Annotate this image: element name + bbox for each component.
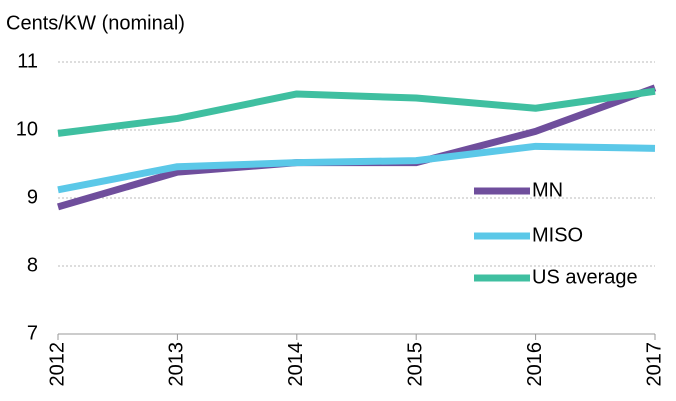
x-tick-label: 2016 <box>524 342 546 387</box>
y-axis-label: Cents/KW (nominal) <box>6 12 185 34</box>
y-tick-label: 9 <box>27 186 38 208</box>
legend-label: MN <box>532 179 563 201</box>
y-tick-label: 8 <box>27 254 38 276</box>
legend-label: MISO <box>532 224 583 246</box>
line-series <box>57 142 656 194</box>
line-series <box>57 87 656 137</box>
legend-label: US average <box>532 266 638 288</box>
x-tick-label: 2017 <box>643 342 665 387</box>
x-tick-label: 2014 <box>285 342 307 387</box>
x-tick-label: 2013 <box>166 342 188 387</box>
x-tick-label: 2015 <box>404 342 426 387</box>
y-tick-label: 10 <box>16 118 38 140</box>
x-tick-label: 2012 <box>46 342 68 387</box>
y-tick-label: 11 <box>17 50 38 72</box>
y-tick-label: 7 <box>27 322 38 344</box>
